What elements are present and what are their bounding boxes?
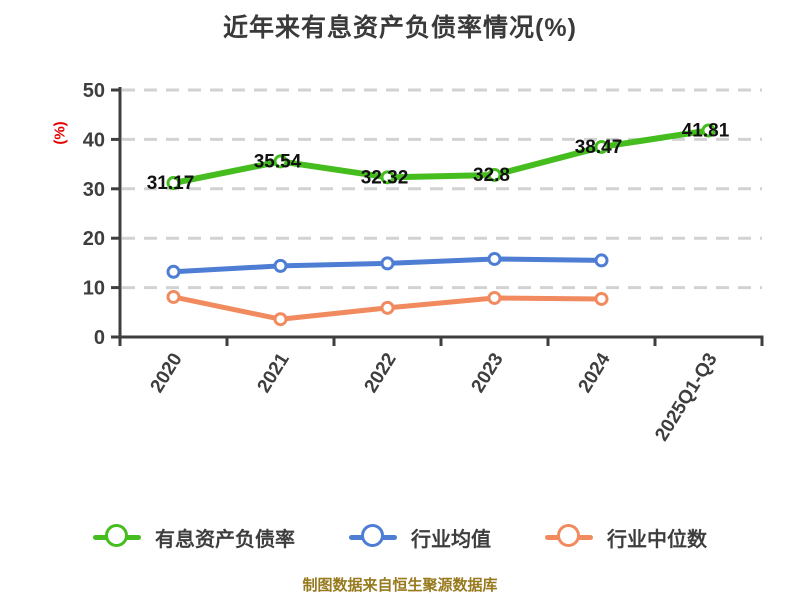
svg-text:41.81: 41.81 xyxy=(682,120,730,141)
svg-text:20: 20 xyxy=(83,228,105,250)
svg-text:0: 0 xyxy=(94,327,105,349)
y-axis-unit-label: (%) xyxy=(51,121,69,145)
svg-text:31.17: 31.17 xyxy=(147,173,195,194)
svg-text:32.32: 32.32 xyxy=(361,167,409,188)
green-line-marker-icon xyxy=(93,524,141,550)
legend-item-interest-debt-ratio[interactable]: 有息资产负债率 xyxy=(93,523,295,552)
blue-line-marker-icon xyxy=(349,524,397,550)
svg-text:2025Q1-Q3: 2025Q1-Q3 xyxy=(651,350,721,445)
legend-item-label: 行业中位数 xyxy=(607,528,707,551)
svg-text:38.47: 38.47 xyxy=(575,137,623,158)
svg-text:2020: 2020 xyxy=(147,350,187,397)
svg-text:2023: 2023 xyxy=(468,350,508,397)
svg-text:32.8: 32.8 xyxy=(473,165,510,186)
svg-text:50: 50 xyxy=(83,80,105,102)
orange-line-marker-icon xyxy=(545,524,593,550)
svg-text:10: 10 xyxy=(83,278,105,300)
svg-text:35.54: 35.54 xyxy=(254,151,302,172)
svg-text:2021: 2021 xyxy=(254,349,294,396)
svg-text:2024: 2024 xyxy=(575,349,615,396)
legend-item-label: 有息资产负债率 xyxy=(155,528,295,551)
svg-text:2022: 2022 xyxy=(361,350,401,397)
legend-item-label: 行业均值 xyxy=(411,528,491,551)
legend-item-industry-average[interactable]: 行业均值 xyxy=(349,523,491,552)
legend-item-industry-median[interactable]: 行业中位数 xyxy=(545,523,707,552)
page-title: 近年来有息资产负债率情况(%) xyxy=(223,14,577,42)
chart-legend: 有息资产负债率 行业均值 行业中位数 xyxy=(0,516,800,558)
svg-text:40: 40 xyxy=(83,129,105,151)
svg-text:30: 30 xyxy=(83,179,105,201)
data-source-note: 制图数据来自恒生聚源数据库 xyxy=(302,577,498,594)
line-chart-canvas: 0 10 20 30 40 50 2020 2021 2022 2023 2024 2025Q1-Q3… xyxy=(83,80,764,445)
